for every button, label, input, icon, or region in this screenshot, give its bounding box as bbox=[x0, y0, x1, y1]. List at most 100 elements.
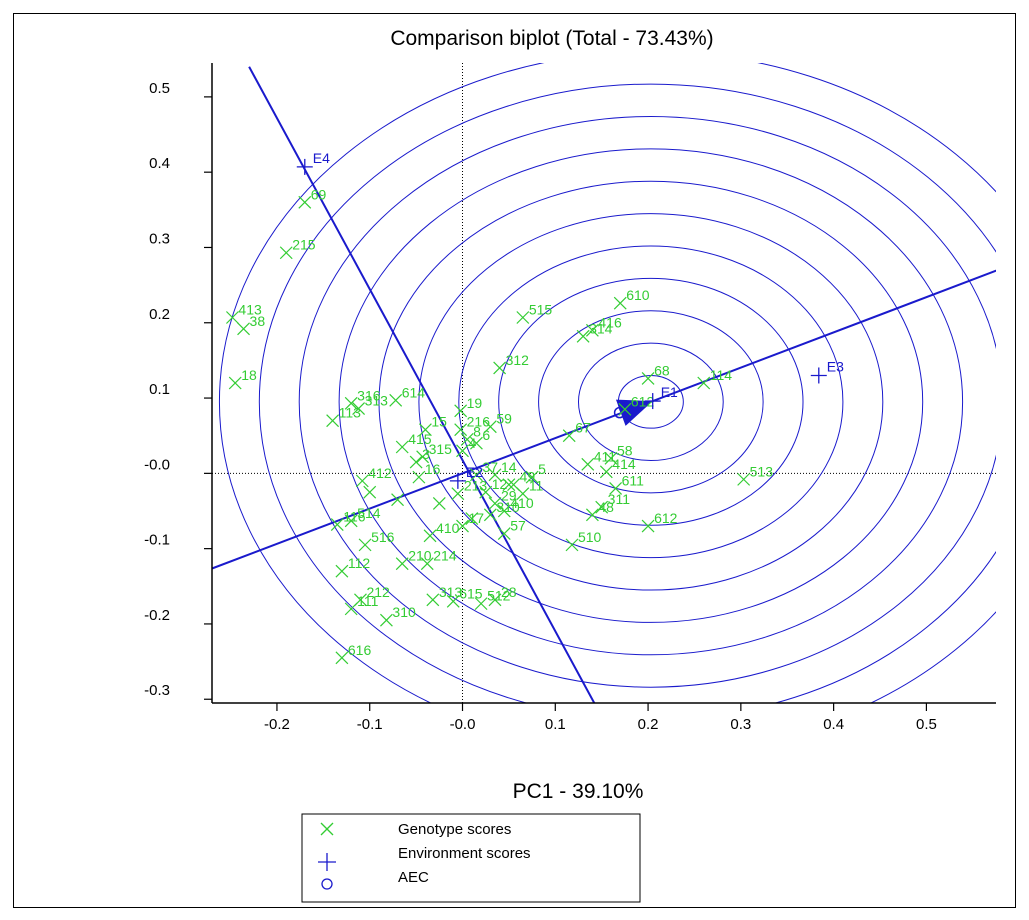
genotype-label: 214 bbox=[433, 548, 457, 564]
genotype-point: 310 bbox=[380, 604, 416, 627]
genotype-point: 610 bbox=[613, 287, 650, 310]
genotype-marker-stroke bbox=[465, 512, 479, 525]
genotype-point: 611 bbox=[609, 472, 645, 495]
genotype-label: 5 bbox=[538, 461, 546, 477]
genotype-marker-stroke bbox=[488, 497, 502, 510]
genotype-label: 513 bbox=[750, 463, 774, 479]
genotype-point: 112 bbox=[335, 555, 370, 578]
genotype-label: 15 bbox=[431, 414, 447, 430]
genotype-point: 8 bbox=[460, 423, 481, 446]
genotype-marker-stroke bbox=[488, 468, 502, 482]
y-tick-label: -0.1 bbox=[144, 532, 170, 549]
genotype-label: 29 bbox=[501, 487, 517, 503]
genotype-marker-stroke bbox=[493, 361, 507, 375]
y-tick-label: 0.2 bbox=[149, 306, 170, 323]
genotype-marker-stroke bbox=[516, 487, 530, 501]
figure-frame bbox=[13, 13, 1016, 908]
genotype-marker-stroke bbox=[228, 376, 242, 390]
genotype-marker-stroke bbox=[502, 478, 516, 492]
genotype-marker-stroke bbox=[585, 323, 599, 337]
genotype-label: 612 bbox=[631, 393, 655, 409]
genotype-marker-stroke bbox=[409, 455, 423, 469]
genotype-marker-stroke bbox=[460, 433, 474, 446]
genotype-label: 215 bbox=[292, 237, 316, 253]
genotype-point: 57 bbox=[497, 518, 526, 541]
genotype-point: 410 bbox=[497, 495, 534, 518]
genotype-point: 6 bbox=[470, 427, 490, 450]
genotype-marker-stroke bbox=[470, 468, 483, 482]
genotype-label: 68 bbox=[654, 362, 670, 378]
x-tick-label: 0.3 bbox=[730, 716, 751, 733]
genotype-label: 48 bbox=[598, 499, 614, 515]
genotype-marker-stroke bbox=[581, 457, 595, 471]
genotype-point: 612 bbox=[641, 510, 678, 533]
genotype-marker-stroke bbox=[641, 372, 655, 385]
genotype-marker-stroke bbox=[497, 527, 511, 541]
genotype-label: 413 bbox=[238, 301, 262, 317]
legend-environment-label: Environment scores bbox=[398, 845, 531, 862]
x-tick-label: 0.5 bbox=[916, 716, 937, 733]
genotype-point: 312 bbox=[493, 352, 529, 375]
genotype-point: 11 bbox=[516, 478, 544, 501]
genotype-marker-stroke bbox=[609, 481, 623, 495]
genotype-label: 410 bbox=[510, 495, 534, 511]
genotype-label: 313 bbox=[365, 393, 389, 409]
x-tick-label: 0.1 bbox=[545, 716, 566, 733]
genotype-point: 16 bbox=[412, 461, 441, 484]
genotype-point: 514 bbox=[344, 505, 381, 528]
genotype-marker-stroke bbox=[423, 529, 437, 543]
genotype-marker-stroke bbox=[330, 518, 344, 531]
genotype-label: 510 bbox=[578, 529, 602, 545]
genotype-label: 210 bbox=[408, 548, 432, 564]
genotype-point: 114 bbox=[697, 367, 732, 390]
genotype-label: 12 bbox=[492, 476, 508, 492]
genotype-label: 212 bbox=[366, 584, 390, 600]
genotype-label: 612 bbox=[654, 510, 678, 526]
genotype-point: 616 bbox=[335, 642, 372, 665]
aec-ring-4 bbox=[498, 277, 804, 526]
genotype-point: 215 bbox=[279, 237, 316, 260]
genotype-point: 216 bbox=[454, 414, 490, 437]
genotype-point: 615 bbox=[446, 585, 483, 608]
genotype-marker-stroke bbox=[344, 514, 358, 528]
genotype-point: 58 bbox=[604, 442, 633, 465]
genotype-point: 210 bbox=[395, 548, 432, 571]
genotype-marker-stroke bbox=[380, 613, 393, 627]
genotype-label: 19 bbox=[467, 395, 483, 411]
aec-ring-10 bbox=[258, 83, 996, 703]
y-tick-label: -0.2 bbox=[144, 607, 170, 624]
genotype-marker-stroke bbox=[358, 538, 372, 552]
genotype-marker-stroke bbox=[497, 504, 511, 518]
genotype-point: 313 bbox=[352, 393, 389, 416]
genotype-label: 611 bbox=[622, 472, 645, 488]
genotype-point: 313 bbox=[426, 584, 462, 607]
genotype-point: 410 bbox=[423, 520, 460, 543]
genotype-point: 515 bbox=[516, 301, 553, 324]
genotype-point: 49 bbox=[507, 469, 536, 492]
genotype-marker-stroke bbox=[585, 508, 599, 522]
genotype-label: 3 bbox=[422, 446, 430, 462]
genotype-marker-stroke bbox=[737, 472, 751, 486]
genotype-marker-stroke bbox=[420, 557, 434, 571]
genotype-point: 37 bbox=[470, 459, 498, 482]
aec-ring-6 bbox=[418, 213, 884, 591]
genotype-point: 516 bbox=[358, 529, 395, 552]
genotype-point: 17 bbox=[456, 510, 485, 533]
aec-arrow-head bbox=[615, 399, 653, 426]
y-tick-label: -0.3 bbox=[144, 682, 170, 699]
genotype-point: 4 bbox=[456, 435, 477, 458]
genotype-marker-stroke bbox=[335, 651, 349, 665]
aec-ring-2 bbox=[577, 342, 724, 462]
axes: -0.2 -0.1 -0.0 0.1 0.2 0.3 0.4 0.5 0.5 0.4 0.3 0.2 0… bbox=[144, 63, 996, 733]
environment-point: E4 bbox=[296, 150, 330, 175]
genotype-label: 515 bbox=[529, 301, 553, 317]
genotype-label: 17 bbox=[469, 510, 485, 526]
genotype-label: 616 bbox=[348, 642, 372, 658]
genotype-point: 38 bbox=[237, 313, 265, 336]
environment-label: E3 bbox=[827, 358, 844, 374]
genotype-label: 49 bbox=[520, 469, 536, 485]
x-tick-label: 0.4 bbox=[823, 716, 844, 733]
genotype-label: 516 bbox=[371, 529, 395, 545]
